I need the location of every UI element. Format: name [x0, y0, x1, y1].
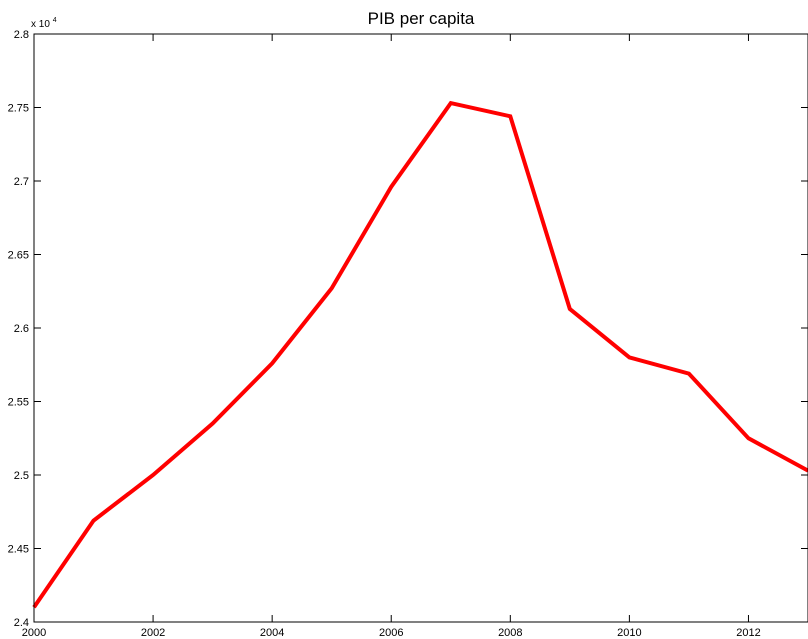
y-tick-label: 2.6: [14, 323, 29, 335]
x-tick-label: 2012: [736, 627, 760, 639]
y-tick-label: 2.4: [14, 617, 29, 629]
y-tick-label: 2.45: [8, 544, 29, 556]
plot-frame: [33, 33, 808, 623]
series-line: [32, 100, 808, 609]
labels-layer: 2000 2002 2004 2006 2008 2010 2012 2.4 2.45 2.5 2.…: [8, 29, 761, 639]
y-tick-label: 2.55: [8, 397, 29, 409]
x-tick-label: 2008: [498, 627, 522, 639]
x-tick-label: 2006: [379, 627, 403, 639]
ticks-layer: [33, 33, 808, 623]
x-tick-label: 2004: [260, 627, 284, 639]
x-tick-label: 2010: [617, 627, 641, 639]
series-layer: [32, 100, 808, 609]
x-tick-label: 2002: [141, 627, 165, 639]
plot-background: [34, 34, 808, 622]
y-exponent-label: x 10 4: [31, 17, 57, 30]
x-tick-label: 2000: [22, 627, 46, 639]
chart-title: PIB per capita: [368, 9, 475, 28]
y-tick-label: 2.5: [14, 470, 29, 482]
y-exponent-prefix: x 10: [31, 19, 50, 30]
y-tick-label: 2.8: [14, 29, 29, 41]
y-tick-label: 2.75: [8, 103, 29, 115]
y-exponent-power: 4: [53, 17, 57, 24]
y-tick-label: 2.65: [8, 250, 29, 262]
y-tick-label: 2.7: [14, 176, 29, 188]
